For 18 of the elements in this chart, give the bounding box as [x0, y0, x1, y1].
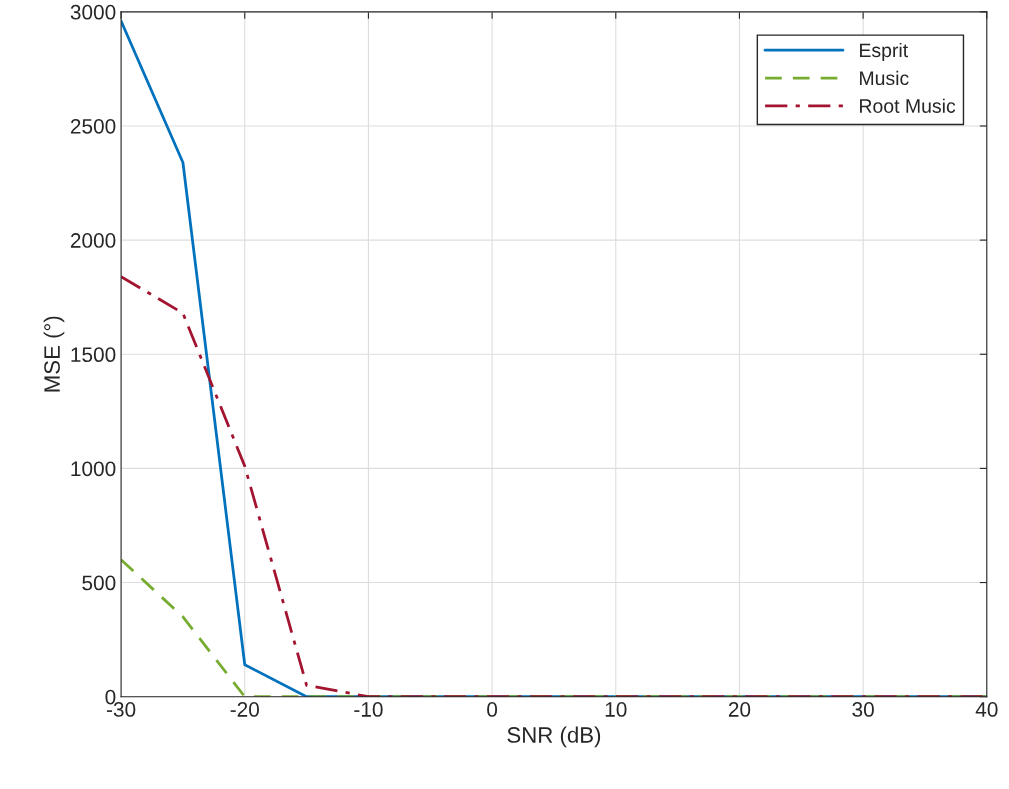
- x-tick-label: 10: [605, 702, 627, 717]
- y-tick-label: 2500: [70, 118, 116, 134]
- y-tick-label: 2000: [70, 233, 116, 248]
- x-tick-label: -10: [354, 702, 383, 717]
- x-tick-label: 20: [728, 702, 751, 717]
- legend-label: Esprit: [860, 42, 908, 62]
- legend-label: Root Music: [860, 98, 956, 113]
- x-tick-label: 0: [487, 702, 498, 717]
- x-axis-title: SNR (dB): [507, 726, 601, 748]
- x-tick-label: 40: [975, 702, 998, 717]
- y-tick-label: 500: [82, 575, 116, 591]
- x-tick-label: 30: [852, 702, 874, 717]
- legend-label: Music: [860, 70, 909, 86]
- y-tick-label: 1000: [71, 461, 116, 477]
- y-tick-label: 1500: [71, 347, 116, 363]
- y-tick-label: 3000: [70, 4, 116, 20]
- x-tick-label: -20: [230, 702, 259, 717]
- y-axis-title: MSE (°): [43, 316, 65, 392]
